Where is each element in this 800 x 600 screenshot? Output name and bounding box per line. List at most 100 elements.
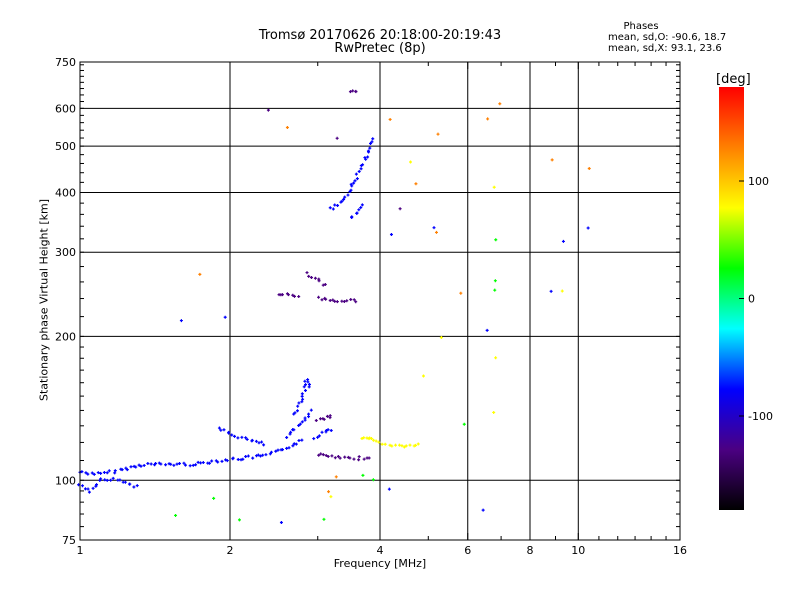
data-points xyxy=(77,89,591,525)
data-point xyxy=(83,487,87,491)
colorbar-tick-label: -100 xyxy=(748,410,773,423)
data-point xyxy=(177,462,181,466)
data-point xyxy=(132,464,136,468)
data-point xyxy=(335,136,339,140)
data-point xyxy=(300,394,304,398)
y-tick-label: 200 xyxy=(55,330,76,343)
data-point xyxy=(342,300,346,304)
data-point xyxy=(343,195,347,199)
data-point xyxy=(360,203,364,207)
y-tick-label: 750 xyxy=(55,56,76,69)
y-tick-label: 75 xyxy=(62,534,76,547)
data-point xyxy=(222,428,226,432)
data-point xyxy=(251,456,255,460)
data-point xyxy=(98,478,102,482)
data-point xyxy=(125,468,129,472)
data-point xyxy=(340,299,344,303)
data-point xyxy=(550,158,554,162)
data-point xyxy=(371,478,375,482)
data-point xyxy=(188,464,192,468)
data-point xyxy=(492,410,496,414)
data-point xyxy=(336,454,340,458)
data-point xyxy=(279,521,283,525)
data-point xyxy=(86,472,90,476)
data-point xyxy=(159,462,163,466)
data-point xyxy=(328,298,332,302)
data-point xyxy=(343,455,347,459)
data-point xyxy=(317,295,321,299)
grid-lines xyxy=(80,62,680,540)
colorbar-label: [deg] xyxy=(716,72,751,87)
data-point xyxy=(481,508,485,512)
y-tick-label: 400 xyxy=(55,186,76,199)
data-point xyxy=(274,449,278,453)
data-point xyxy=(149,462,153,466)
data-point xyxy=(292,294,296,298)
data-point xyxy=(135,484,139,488)
data-point xyxy=(362,436,366,440)
data-point xyxy=(113,471,117,475)
data-point xyxy=(291,293,295,297)
data-point xyxy=(182,461,186,465)
data-point xyxy=(227,431,231,435)
data-point xyxy=(303,416,307,420)
data-point xyxy=(175,462,179,466)
data-point xyxy=(87,490,91,494)
data-point xyxy=(421,374,425,378)
data-point xyxy=(306,380,310,384)
data-point xyxy=(236,436,240,440)
data-point xyxy=(336,204,340,208)
data-point xyxy=(90,471,94,475)
data-point xyxy=(201,461,205,465)
data-point xyxy=(142,463,146,467)
data-point xyxy=(331,207,335,211)
data-point xyxy=(245,437,249,441)
x-tick-label: 4 xyxy=(377,544,384,557)
data-point xyxy=(323,282,327,286)
data-point xyxy=(498,102,502,106)
data-point xyxy=(259,454,263,458)
data-point xyxy=(262,443,266,447)
data-point xyxy=(493,279,497,283)
data-point xyxy=(303,389,307,393)
data-point xyxy=(340,199,344,203)
data-point xyxy=(369,141,373,145)
data-point xyxy=(154,461,158,465)
data-point xyxy=(357,455,361,459)
data-point xyxy=(285,446,289,450)
data-point xyxy=(404,444,408,448)
data-point xyxy=(250,438,254,442)
data-point xyxy=(346,193,350,197)
data-point xyxy=(260,440,264,444)
data-point xyxy=(304,383,308,387)
data-point xyxy=(365,436,369,440)
data-point xyxy=(224,458,228,462)
data-point xyxy=(369,436,373,440)
data-point xyxy=(331,298,335,302)
data-point xyxy=(348,90,352,94)
data-point xyxy=(338,456,342,460)
data-point xyxy=(194,463,198,467)
data-point xyxy=(359,167,363,171)
data-point xyxy=(128,482,132,486)
data-point xyxy=(352,298,356,302)
data-point xyxy=(179,319,183,323)
data-point xyxy=(317,453,321,457)
data-point xyxy=(328,414,332,418)
data-point xyxy=(118,478,122,482)
data-point xyxy=(367,456,371,460)
data-point xyxy=(244,436,248,440)
data-point xyxy=(352,181,356,185)
data-point xyxy=(374,439,378,443)
data-point xyxy=(493,288,497,292)
data-point xyxy=(366,155,370,159)
data-point xyxy=(287,446,291,450)
data-point xyxy=(362,457,366,461)
data-point xyxy=(354,90,358,94)
data-point xyxy=(212,496,216,500)
data-point xyxy=(383,442,387,446)
data-point xyxy=(388,117,392,121)
data-point xyxy=(261,453,265,457)
data-point xyxy=(244,454,248,458)
x-tick-label: 10 xyxy=(571,544,585,557)
